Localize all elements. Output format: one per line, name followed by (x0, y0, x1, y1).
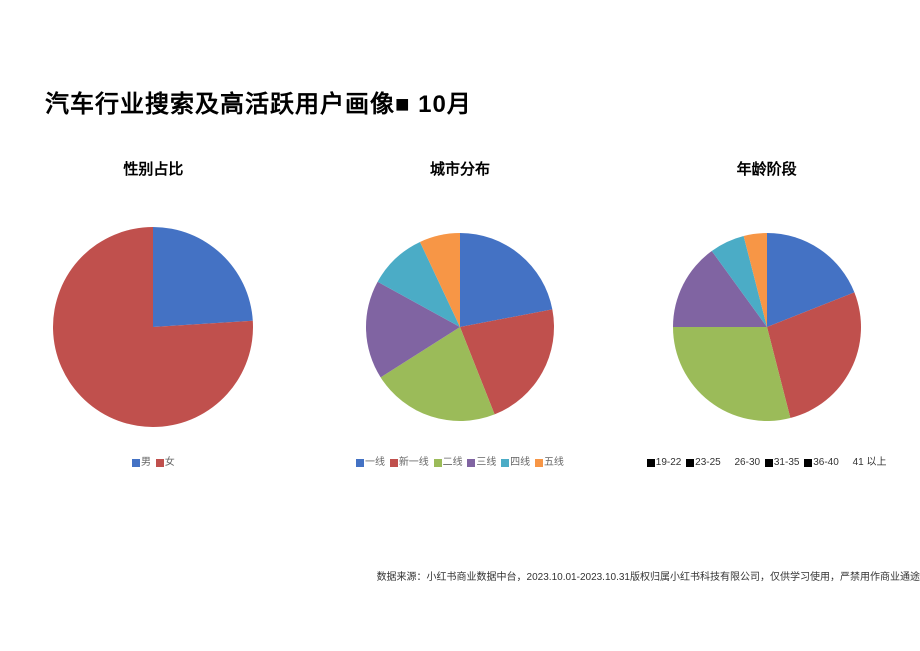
legend-swatch-icon (804, 459, 812, 467)
chart-gender-legend: 男 女 (131, 455, 176, 472)
legend-label: 二线 (443, 457, 463, 468)
legend-swatch-icon (434, 459, 442, 467)
legend-label: 五线 (544, 457, 564, 468)
legend-item: 36-40 (804, 455, 839, 472)
legend-item: 31-35 (765, 455, 800, 472)
pie-slice (153, 227, 253, 327)
legend-item: 五线 (535, 455, 564, 472)
legend-label: 一线 (365, 457, 385, 468)
legend-item: 四线 (501, 455, 530, 472)
legend-swatch-icon (535, 459, 543, 467)
legend-swatch-icon (647, 459, 655, 467)
legend-label: 36-40 (813, 457, 839, 468)
legend-item: 男 (132, 455, 151, 472)
chart-age: 年龄阶段 19-22 23-25 26-30 31-35 36-40 41 以上 (622, 158, 912, 472)
chart-gender-pie (53, 227, 253, 427)
legend-label: 新一线 (399, 457, 429, 468)
chart-city-title: 城市分布 (430, 158, 490, 179)
legend-item: 26-30 (726, 455, 761, 472)
legend-swatch-icon (390, 459, 398, 467)
chart-gender: 性别占比 男 女 (8, 158, 298, 472)
chart-age-title: 年龄阶段 (737, 158, 797, 179)
legend-swatch-icon (686, 459, 694, 467)
chart-age-legend: 19-22 23-25 26-30 31-35 36-40 41 以上 (646, 455, 888, 472)
legend-item: 一线 (356, 455, 385, 472)
chart-age-pie (667, 227, 867, 427)
legend-item: 19-22 (647, 455, 682, 472)
legend-swatch-icon (467, 459, 475, 467)
legend-swatch-icon (501, 459, 509, 467)
legend-label: 31-35 (774, 457, 800, 468)
legend-item: 新一线 (390, 455, 429, 472)
chart-city: 城市分布 一线 新一线 二线 三线 四线 五线 (315, 158, 605, 472)
legend-item: 23-25 (686, 455, 721, 472)
legend-label: 19-22 (656, 457, 682, 468)
chart-city-pie (360, 227, 560, 427)
charts-row: 性别占比 男 女 城市分布 一线 新一线 二线 三线 四线 五线 年龄阶段 19… (0, 158, 920, 472)
legend-item: 41 以上 (844, 455, 887, 472)
legend-item: 二线 (434, 455, 463, 472)
legend-label: 26-30 (735, 457, 761, 468)
legend-swatch-icon (844, 459, 852, 467)
chart-gender-title: 性别占比 (123, 158, 183, 179)
legend-label: 23-25 (695, 457, 721, 468)
legend-swatch-icon (132, 459, 140, 467)
legend-label: 41 以上 (853, 457, 887, 468)
legend-label: 男 (141, 457, 151, 468)
legend-label: 三线 (476, 457, 496, 468)
legend-swatch-icon (356, 459, 364, 467)
legend-item: 三线 (467, 455, 496, 472)
chart-city-legend: 一线 新一线 二线 三线 四线 五线 (355, 455, 565, 472)
legend-swatch-icon (765, 459, 773, 467)
page-title: 汽车行业搜索及高活跃用户画像■ 10月 (45, 84, 472, 119)
legend-label: 四线 (510, 457, 530, 468)
legend-swatch-icon (726, 459, 734, 467)
footer-attribution: 数据来源：小红书商业数据中台，2023.10.01-2023.10.31版权归属… (377, 568, 920, 583)
legend-label: 女 (165, 457, 175, 468)
legend-item: 女 (156, 455, 175, 472)
legend-swatch-icon (156, 459, 164, 467)
